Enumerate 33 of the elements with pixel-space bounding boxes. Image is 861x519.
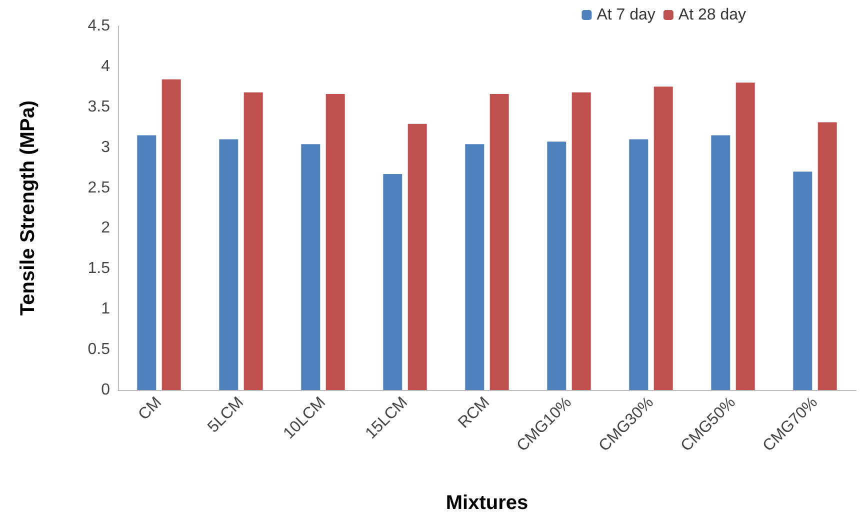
bar xyxy=(219,139,238,390)
y-tick-label: 1.5 xyxy=(88,260,110,278)
y-tick-label: 3.5 xyxy=(88,98,110,116)
bar xyxy=(629,139,648,390)
x-axis-title: Mixtures xyxy=(446,492,528,514)
y-tick-label: 3 xyxy=(101,138,110,156)
bar xyxy=(547,142,566,390)
y-tick-label: 0.5 xyxy=(88,341,110,358)
y-axis-title: Tensile Strength (MPa) xyxy=(17,100,39,316)
bar xyxy=(326,94,345,390)
bar xyxy=(654,86,673,390)
bar xyxy=(818,122,837,390)
bar xyxy=(572,92,591,390)
y-tick-label: 2.5 xyxy=(88,179,110,196)
bar xyxy=(383,174,402,390)
bar xyxy=(490,94,509,390)
x-tick-label: CM xyxy=(135,394,166,424)
y-tick-label: 0 xyxy=(101,382,110,398)
legend-label: At 28 day xyxy=(678,6,746,24)
bar xyxy=(244,92,263,390)
y-tick-label: 1 xyxy=(101,300,110,318)
bar xyxy=(793,172,812,390)
y-tick-label: 2 xyxy=(101,220,110,237)
bar xyxy=(736,82,755,390)
y-tick-label: 4 xyxy=(101,58,110,75)
bar xyxy=(301,144,320,390)
bar xyxy=(465,144,484,390)
bar xyxy=(137,135,156,390)
y-tick-label: 4.5 xyxy=(88,18,110,34)
bar xyxy=(711,135,730,390)
bar xyxy=(162,79,181,390)
legend-label: At 7 day xyxy=(596,6,656,24)
bar xyxy=(408,124,427,390)
